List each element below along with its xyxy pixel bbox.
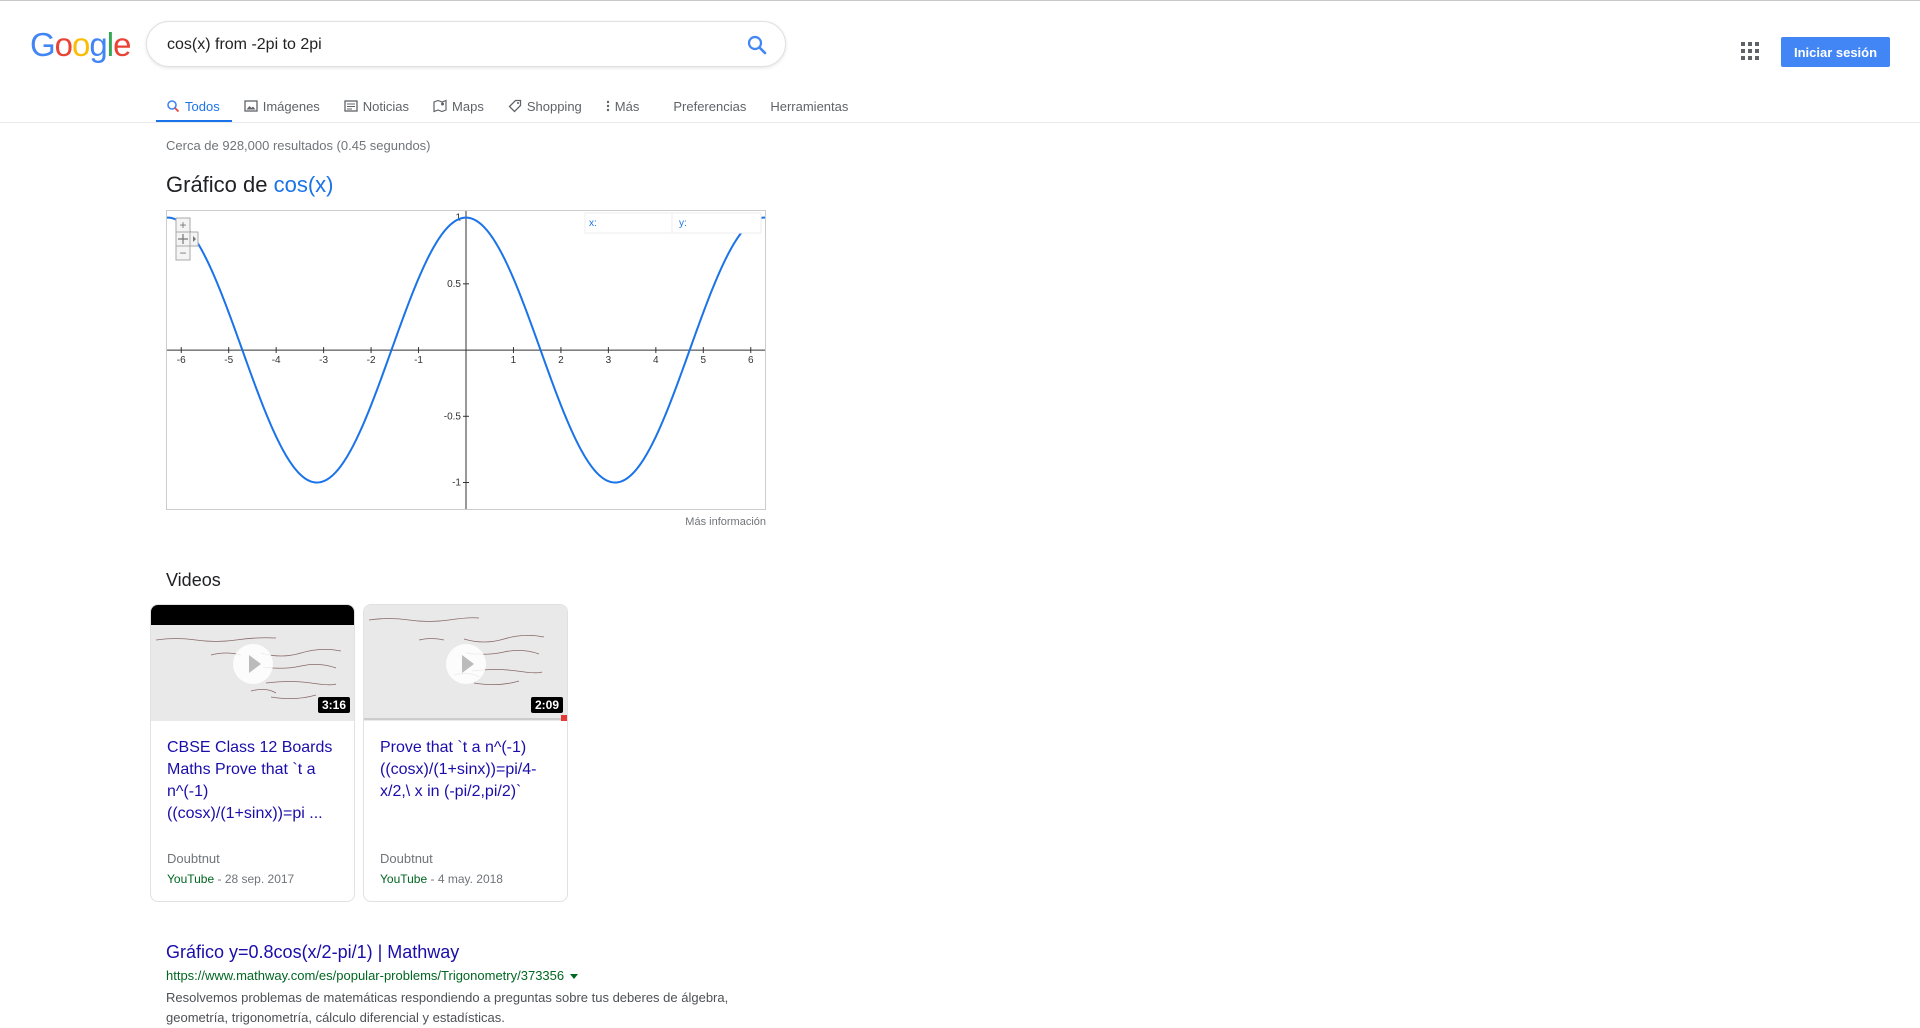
zoom-controls[interactable]: + − <box>175 217 199 261</box>
video-title[interactable]: CBSE Class 12 Boards Maths Prove that `t… <box>167 739 333 822</box>
cos-curve <box>166 216 766 484</box>
tab-label: Herramientas <box>770 98 849 114</box>
video-meta: YouTube - 4 may. 2018 <box>380 872 503 886</box>
tab-mas[interactable]: Más <box>594 90 652 122</box>
result-stats: Cerca de 928,000 resultados (0.45 segund… <box>166 138 431 153</box>
google-logo[interactable]: Google <box>30 26 131 64</box>
zoom-out-button[interactable] <box>175 245 191 261</box>
tab-label: Todos <box>185 98 220 114</box>
x-tick-label: -2 <box>367 355 376 366</box>
x-tick-label: 5 <box>701 355 707 366</box>
x-tick-label: 3 <box>606 355 612 366</box>
video-title[interactable]: Prove that `t a n^(-1) ((cosx)/(1+sinx))… <box>380 739 537 800</box>
video-duration: 3:16 <box>317 697 350 713</box>
tab-label: Noticias <box>362 98 410 114</box>
x-tick-label: -4 <box>272 355 281 366</box>
x-tick-label: -6 <box>177 355 186 366</box>
graph-canvas[interactable]: -6 -5 -4 -3 -2 -1 1 2 3 4 5 6 1 0.5 -0.5 -1 + − x: y: <box>166 211 766 509</box>
tab-label: Más <box>614 98 640 114</box>
video-channel: Doubtnut <box>167 851 220 866</box>
search-button[interactable] <box>745 33 769 57</box>
logo-letter: e <box>113 26 131 63</box>
news-icon <box>344 100 358 112</box>
move-icon <box>178 234 188 244</box>
x-tick-label: 6 <box>748 355 754 366</box>
map-icon <box>433 99 447 113</box>
tab-label: Maps <box>452 98 484 114</box>
play-icon <box>233 644 273 684</box>
y-tick-label: -1 <box>452 478 461 489</box>
result-url-text[interactable]: https://www.mathway.com/es/popular-probl… <box>166 968 565 983</box>
video-channel: Doubtnut <box>380 851 433 866</box>
logo-letter: o <box>72 26 90 63</box>
logo-letter: g <box>89 26 107 63</box>
window-top-border <box>0 0 1920 1</box>
play-icon <box>446 644 486 684</box>
video-platform: YouTube <box>167 872 215 886</box>
tabs-divider <box>0 122 1920 123</box>
result-url: https://www.mathway.com/es/popular-probl… <box>166 968 579 983</box>
zoom-in-icon: + <box>179 218 186 232</box>
video-thumbnail: 2:09 <box>364 605 567 721</box>
x-tick-label: -5 <box>224 355 233 366</box>
coordinate-readout: x: y: <box>584 212 762 234</box>
tab-label: Imágenes <box>262 98 320 114</box>
function-graph[interactable]: -6 -5 -4 -3 -2 -1 1 2 3 4 5 6 1 0.5 -0.5 -1 + − x: y: <box>166 210 766 510</box>
x-tick-label: -1 <box>414 355 423 366</box>
result-snippet: Resolvemos problemas de matemáticas resp… <box>166 990 729 1025</box>
tab-label: Shopping <box>526 98 582 114</box>
logo-letter: o <box>54 26 73 63</box>
x-readout-label: x: <box>589 218 597 229</box>
tab-imagenes[interactable]: Imágenes <box>232 90 332 122</box>
x-tick-label: 1 <box>511 355 517 366</box>
more-info-link[interactable]: Más información <box>685 516 766 528</box>
y-readout-label: y: <box>679 218 687 229</box>
graph-title: Gráfico de cos(x) <box>166 172 334 198</box>
search-box[interactable] <box>146 21 786 67</box>
video-duration: 2:09 <box>530 697 563 713</box>
chevron-right-icon <box>193 236 196 242</box>
video-thumbnail: 3:16 <box>151 605 354 721</box>
search-icon <box>167 100 180 113</box>
x-tick-label: 2 <box>558 355 564 366</box>
y-tick-label: -0.5 <box>444 411 462 422</box>
tab-shopping[interactable]: Shopping <box>496 90 594 122</box>
y-tick-label: 0.5 <box>447 279 461 290</box>
handwriting-thumbnail <box>364 617 567 721</box>
graph-function-link[interactable]: cos(x) <box>273 172 334 197</box>
video-date: - 4 may. 2018 <box>427 872 503 886</box>
y-tick-label: 1 <box>455 213 461 224</box>
tab-preferencias[interactable]: Preferencias <box>661 90 758 122</box>
video-card[interactable]: 3:16 CBSE Class 12 Boards Maths Prove th… <box>150 604 355 902</box>
tab-label: Preferencias <box>673 98 747 114</box>
tab-todos[interactable]: Todos <box>156 90 232 123</box>
tag-icon <box>508 99 521 113</box>
apps-grid-icon[interactable] <box>1741 42 1759 60</box>
logo-letter: G <box>30 26 56 63</box>
video-date: - 28 sep. 2017 <box>214 872 295 886</box>
chevron-down-icon[interactable] <box>570 974 579 980</box>
videos-heading: Videos <box>166 570 221 590</box>
tab-maps[interactable]: Maps <box>421 90 496 122</box>
video-card[interactable]: 2:09 Prove that `t a n^(-1) ((cosx)/(1+s… <box>363 604 568 902</box>
zoom-out-icon: − <box>179 246 186 260</box>
graph-title-prefix: Gráfico de <box>166 172 268 197</box>
video-meta: YouTube - 28 sep. 2017 <box>167 872 294 886</box>
tab-herramientas[interactable]: Herramientas <box>758 90 860 122</box>
x-tick-label: -3 <box>319 355 328 366</box>
handwriting-thumbnail <box>155 637 342 699</box>
image-icon <box>244 100 258 112</box>
more-vert-icon <box>606 100 609 112</box>
tab-noticias[interactable]: Noticias <box>332 90 421 122</box>
search-tabs: Todos Imágenes Noticias Maps Shopping Má… <box>156 90 860 123</box>
search-input[interactable] <box>167 34 707 56</box>
x-tick-label: 4 <box>653 355 659 366</box>
result-title-link[interactable]: Gráfico y=0.8cos(x/2-pi/1) | Mathway <box>166 942 460 962</box>
search-icon <box>747 35 767 55</box>
video-platform: YouTube <box>380 872 428 886</box>
signin-button[interactable]: Iniciar sesión <box>1781 37 1890 67</box>
logo-letter: l <box>106 26 114 63</box>
